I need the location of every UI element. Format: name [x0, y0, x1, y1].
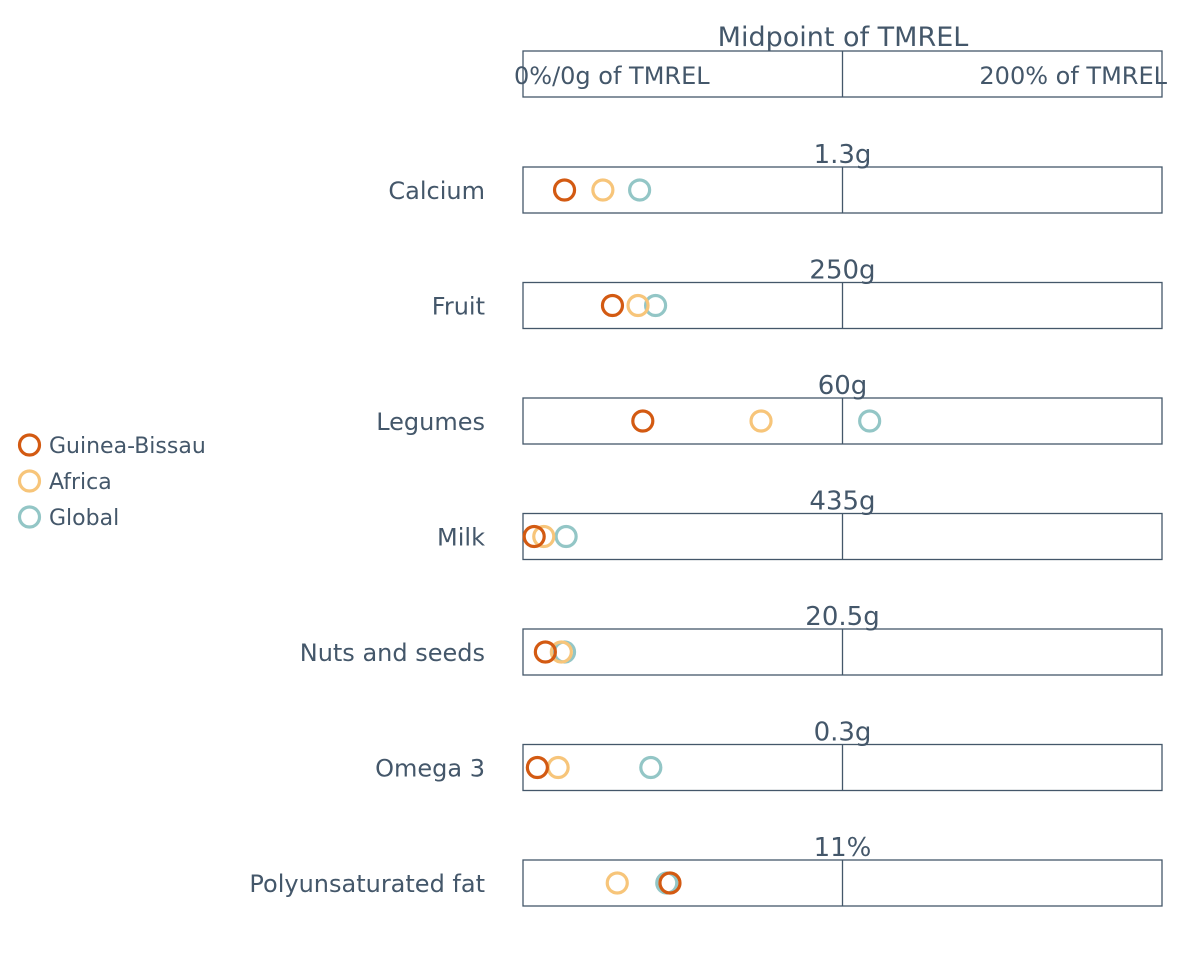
point-africa	[546, 755, 570, 780]
point-africa	[626, 293, 650, 318]
row-4: Nuts and seeds 20.5g	[300, 602, 1163, 676]
legend-marker-global	[17, 505, 42, 529]
row-label: Omega 3	[375, 755, 485, 783]
chart-header: Midpoint of TMREL 0%/0g of TMREL 200% of…	[514, 22, 1168, 98]
chart-rows: Calcium 1.3g Fruit 250g Legumes 60g Milk 435g Nu…	[249, 140, 1163, 907]
row-target-label: 0.3g	[814, 718, 872, 748]
point-africa	[605, 871, 629, 895]
legend-marker-africa	[17, 469, 42, 493]
point-global	[639, 755, 663, 780]
legend: Guinea-Bissau Africa Global	[17, 433, 206, 531]
row-label: Legumes	[376, 408, 485, 436]
row-0: Calcium 1.3g	[388, 140, 1163, 214]
point-guinea-bissau	[631, 409, 655, 433]
row-1: Fruit 250g	[432, 256, 1163, 330]
row-target-label: 435g	[809, 487, 875, 517]
row-label: Polyunsaturated fat	[249, 870, 485, 898]
point-global	[858, 409, 882, 433]
row-label: Fruit	[432, 293, 485, 321]
row-target-label: 11%	[814, 833, 872, 863]
legend-label-global: Global	[49, 506, 119, 531]
row-target-label: 250g	[809, 256, 875, 286]
point-africa	[532, 524, 556, 549]
row-label: Calcium	[388, 177, 485, 205]
point-guinea-bissau	[522, 524, 546, 549]
point-global	[554, 524, 578, 549]
point-guinea-bissau	[533, 640, 557, 664]
row-target-label: 1.3g	[814, 140, 872, 170]
row-6: Polyunsaturated fat 11%	[249, 833, 1163, 907]
row-2: Legumes 60g	[376, 371, 1163, 445]
row-3: Milk 435g	[437, 487, 1163, 561]
header-right-label: 200% of TMREL	[979, 62, 1167, 90]
point-africa	[549, 640, 573, 664]
point-global	[643, 293, 668, 318]
header-title: Midpoint of TMREL	[718, 22, 969, 53]
row-target-label: 60g	[818, 371, 868, 401]
point-guinea-bissau	[552, 178, 577, 202]
header-left-label: 0%/0g of TMREL	[514, 62, 710, 90]
legend-marker-guinea-bissau	[17, 433, 42, 457]
row-target-label: 20.5g	[805, 602, 879, 632]
point-africa	[749, 409, 773, 433]
point-guinea-bissau	[600, 293, 625, 318]
point-guinea-bissau	[658, 871, 682, 895]
legend-label-guinea-bissau: Guinea-Bissau	[49, 434, 206, 459]
row-5: Omega 3 0.3g	[375, 718, 1163, 792]
point-guinea-bissau	[525, 755, 549, 780]
point-global	[628, 178, 652, 202]
row-label: Milk	[437, 524, 485, 552]
legend-label-africa: Africa	[49, 470, 112, 495]
point-africa	[591, 178, 615, 202]
row-label: Nuts and seeds	[300, 639, 485, 667]
